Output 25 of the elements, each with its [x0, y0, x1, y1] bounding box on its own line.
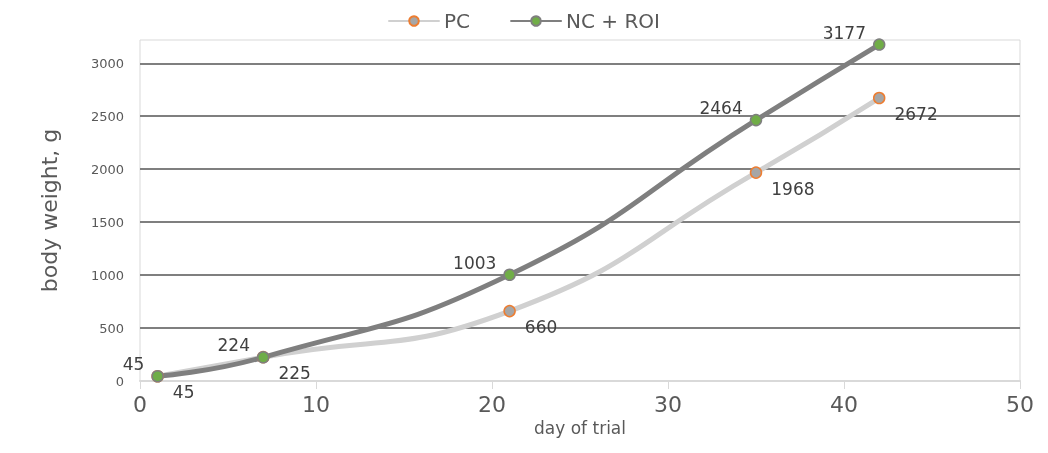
legend-label: PC	[444, 9, 471, 33]
y-tick-label: 2500	[90, 108, 124, 124]
data-label: 224	[217, 335, 250, 356]
x-tick-label: 10	[302, 391, 330, 417]
data-label: 45	[172, 382, 195, 403]
y-tick-label: 1000	[90, 267, 124, 283]
data-label: 2464	[699, 98, 743, 119]
legend-label: NC + ROI	[566, 9, 660, 33]
x-tick-label: 0	[133, 391, 147, 417]
x-tick-label: 50	[1006, 391, 1034, 417]
y-tick-label: 0	[115, 373, 124, 389]
y-axis-title: body weight, g	[36, 128, 62, 293]
y-tick-label: 2000	[90, 161, 124, 177]
x-axis-title: day of trial	[534, 418, 626, 439]
y-tick-label: 1500	[90, 214, 124, 230]
y-tick-label: 500	[99, 320, 124, 336]
data-label: 1968	[771, 178, 815, 199]
data-label: 45	[122, 354, 145, 375]
data-label: 3177	[822, 22, 866, 43]
y-tick-label: 3000	[90, 55, 124, 71]
x-tick-label: 20	[478, 391, 506, 417]
x-tick-label: 30	[654, 391, 682, 417]
data-label: 225	[278, 363, 311, 384]
data-label: 1003	[453, 252, 497, 273]
x-tick-label: 40	[830, 391, 858, 417]
